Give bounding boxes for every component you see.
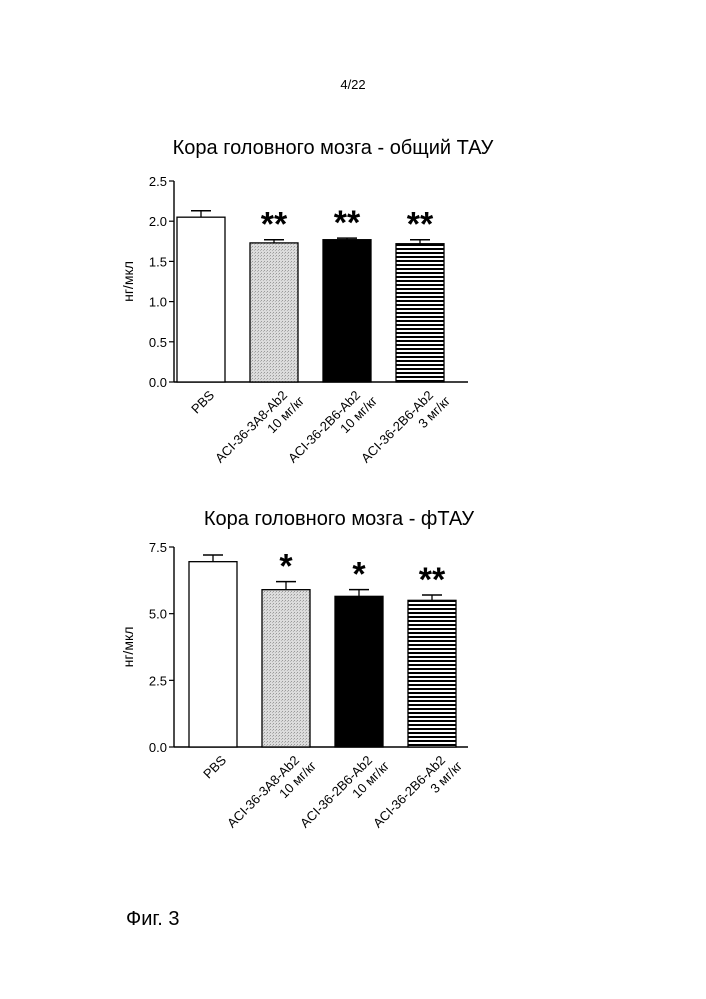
bar <box>261 589 311 748</box>
significance-marker: ** <box>407 206 434 244</box>
bar <box>322 239 372 383</box>
bar <box>188 561 238 748</box>
significance-marker: ** <box>419 561 446 599</box>
y-tick-label: 5.0 <box>149 607 167 622</box>
bar <box>407 599 457 748</box>
page-number: 4/22 <box>340 77 366 92</box>
y-tick-label: 2.5 <box>149 174 167 189</box>
significance-marker: ** <box>261 206 288 244</box>
category-name: PBS <box>200 752 229 781</box>
chart-title-total-tau: Кора головного мозга - общий ТАУ <box>172 137 494 159</box>
chart-title-ftau: Кора головного мозга - фТАУ <box>203 508 475 530</box>
category-label: PBS <box>200 752 229 781</box>
significance-marker: ** <box>334 204 361 242</box>
figure-label: Фиг. 3 <box>126 908 180 930</box>
bar <box>395 243 445 383</box>
y-tick-label: 1.5 <box>149 254 167 269</box>
y-axis-label: нг/мкл <box>120 261 136 302</box>
significance-marker: * <box>352 556 366 594</box>
y-tick-label: 2.5 <box>149 673 167 688</box>
significance-marker: * <box>279 548 293 586</box>
bar <box>334 595 384 748</box>
y-tick-label: 0.0 <box>149 375 167 390</box>
y-tick-label: 0.0 <box>149 740 167 755</box>
y-tick-label: 7.5 <box>149 540 167 555</box>
y-tick-label: 1.0 <box>149 295 167 310</box>
y-tick-label: 0.5 <box>149 335 167 350</box>
y-tick-label: 2.0 <box>149 214 167 229</box>
bar <box>176 216 226 383</box>
y-axis-label: нг/мкл <box>120 627 136 668</box>
